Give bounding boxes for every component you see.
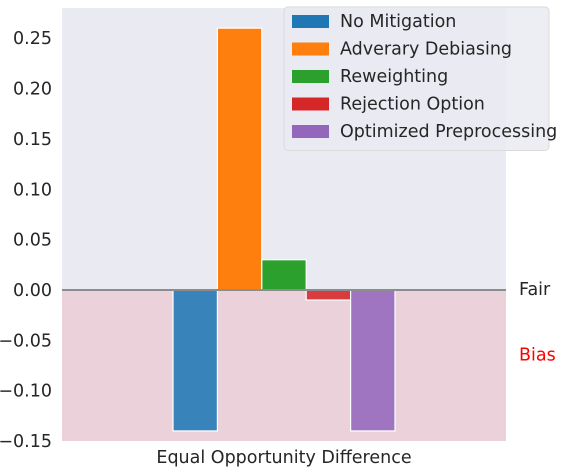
legend-label-adverary-debiasing: Adverary Debiasing bbox=[340, 40, 512, 60]
legend: No Mitigation Adverary Debiasing Reweighti… bbox=[283, 6, 557, 151]
legend-swatch-no-mitigation bbox=[292, 15, 329, 28]
y-tick-label: 0.15 bbox=[13, 130, 52, 150]
legend-swatch-reweighting bbox=[292, 70, 329, 83]
bias-label: Bias bbox=[519, 345, 556, 365]
bar-rejection-option bbox=[305, 289, 352, 301]
y-tick-label: −0.15 bbox=[0, 432, 52, 452]
legend-label-rejection-option: Rejection Option bbox=[340, 95, 485, 115]
y-tick-label: 0.10 bbox=[13, 180, 52, 200]
legend-swatch-rejection-option bbox=[292, 97, 329, 111]
fair-label: Fair bbox=[519, 280, 551, 300]
bar-reweighting bbox=[261, 259, 307, 291]
legend-swatch-optimized-preprocessing bbox=[292, 125, 329, 138]
legend-label-optimized-preprocessing: Optimized Preprocessing bbox=[340, 122, 557, 142]
x-axis-label: Equal Opportunity Difference bbox=[156, 448, 411, 468]
bar-adverary-debiasing bbox=[216, 27, 263, 291]
y-tick-label: 0.05 bbox=[13, 231, 52, 251]
y-axis-ticks: 0.25 0.20 0.15 0.10 0.05 0.00 −0.05 −0.10 −0.15 bbox=[0, 29, 52, 452]
legend-box bbox=[283, 6, 550, 151]
bias-region bbox=[62, 289, 506, 441]
legend-label-no-mitigation: No Mitigation bbox=[340, 12, 456, 32]
y-tick-label: −0.05 bbox=[0, 331, 52, 351]
y-tick-label: 0.20 bbox=[13, 80, 52, 100]
bar-optimized-preprocessing bbox=[350, 289, 396, 432]
y-tick-label: 0.00 bbox=[13, 281, 52, 301]
legend-label-reweighting: Reweighting bbox=[340, 67, 448, 87]
y-tick-label: −0.10 bbox=[0, 382, 52, 402]
bars-group bbox=[172, 27, 396, 432]
legend-swatch-adverary-debiasing bbox=[292, 42, 329, 56]
y-tick-label: 0.25 bbox=[13, 29, 52, 49]
bar-no-mitigation bbox=[172, 289, 219, 432]
